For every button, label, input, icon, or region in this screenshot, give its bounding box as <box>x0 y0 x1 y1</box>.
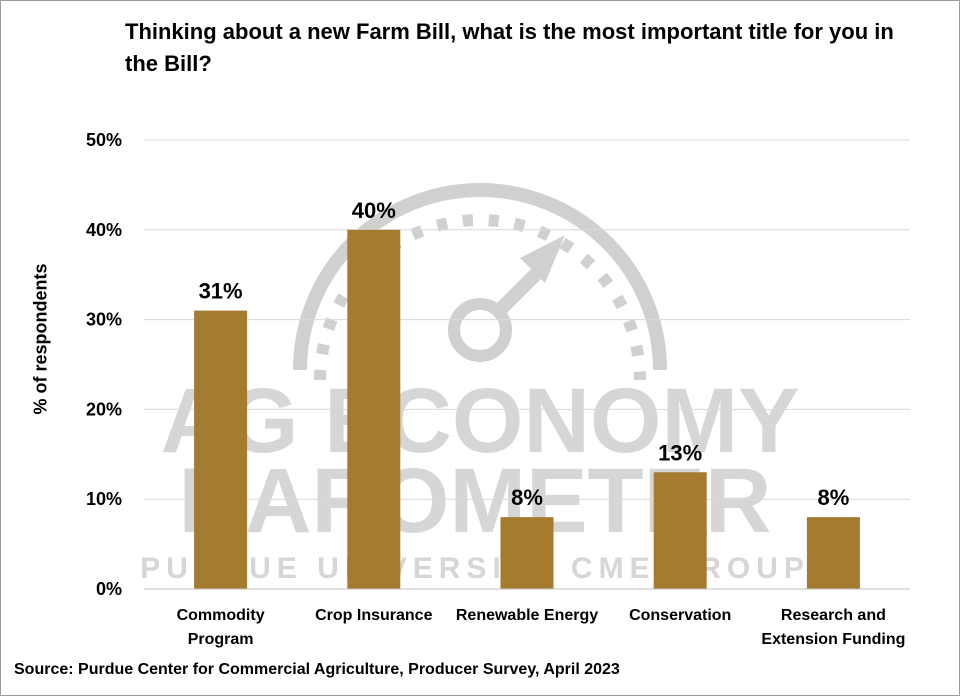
data-label: 40% <box>352 198 396 223</box>
y-tick-label: 0% <box>96 579 122 599</box>
x-axis: Commodity Program Crop Insurance Renewable … <box>144 588 910 648</box>
watermark-gauge-arc <box>293 183 667 371</box>
watermark-gauge-ticks <box>314 214 646 381</box>
x-tick-label: Crop Insurance <box>315 607 432 624</box>
y-axis-label: % of respondents <box>30 263 51 415</box>
x-tick-label: Renewable Energy <box>456 607 598 624</box>
y-tick-label: 20% <box>86 399 122 419</box>
y-tick-label: 50% <box>86 130 122 150</box>
data-label: 8% <box>511 485 543 510</box>
x-tick-label: Program <box>188 631 254 648</box>
y-tick-label: 10% <box>86 489 122 509</box>
bar <box>806 517 860 589</box>
data-label: 13% <box>658 440 702 465</box>
watermark-gauge-arrowhead <box>520 235 565 283</box>
bar <box>347 229 401 590</box>
data-label: 8% <box>818 485 850 510</box>
y-tick-label: 30% <box>86 310 122 330</box>
x-tick-label: Research and <box>781 607 886 624</box>
bar <box>653 472 707 589</box>
gridlines <box>144 139 910 500</box>
source-note: Source: Purdue Center for Commercial Agr… <box>14 661 620 678</box>
x-tick-label: Commodity <box>177 607 265 624</box>
x-tick-label: Conservation <box>629 607 731 624</box>
watermark-gauge-hub <box>448 298 512 362</box>
watermark-text-1: AG ECONOMY <box>161 370 800 472</box>
bar <box>500 517 554 589</box>
chart-title: Thinking about a new Farm Bill, what is … <box>125 19 894 76</box>
y-tick-label: 40% <box>86 220 122 240</box>
bars: 31% 40% 8% 13% 8% <box>194 198 860 590</box>
y-axis-ticks: 0% 10% 20% 30% 40% 50% <box>86 130 122 599</box>
x-tick-label: Extension Funding <box>761 631 905 648</box>
bar <box>194 310 248 589</box>
data-label: 31% <box>199 279 243 304</box>
